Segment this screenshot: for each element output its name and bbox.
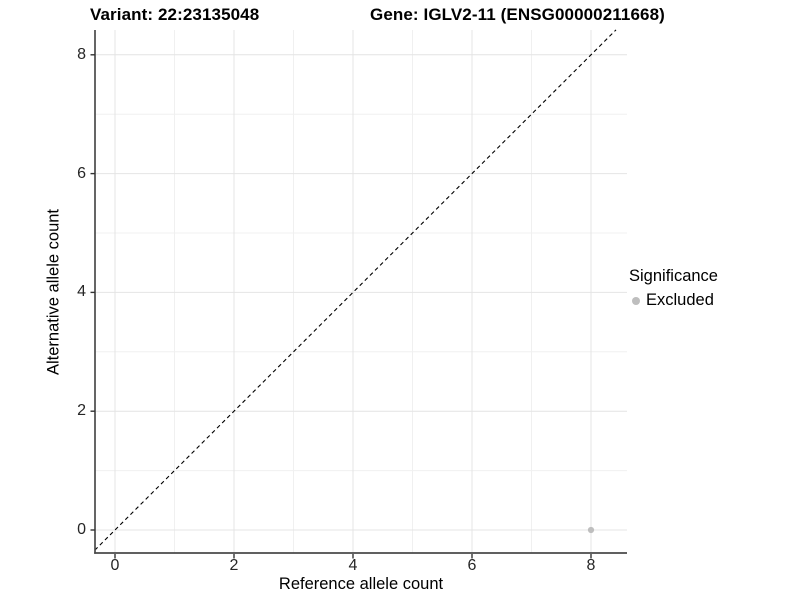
variant-title: Variant: 22:23135048 — [90, 5, 260, 24]
y-tick-label: 4 — [77, 283, 86, 300]
identity-line — [94, 29, 617, 551]
x-axis-title: Reference allele count — [278, 575, 444, 593]
x-tick-label: 6 — [467, 557, 477, 574]
y-tick-label: 6 — [77, 165, 86, 182]
y-tick-label: 0 — [77, 521, 86, 538]
legend-item-label: Excluded — [646, 291, 714, 309]
plot-canvas — [90, 29, 627, 559]
y-tick-label: 2 — [77, 402, 86, 419]
plot-panel — [95, 30, 627, 553]
y-tick-label: 8 — [77, 46, 86, 63]
gene-title: Gene: IGLV2-11 (ENSG00000211668) — [370, 5, 665, 24]
x-tick-label: 2 — [229, 557, 239, 574]
legend-item-excluded: Excluded — [629, 291, 718, 310]
y-axis-title: Alternative allele count — [44, 208, 63, 376]
legend-title: Significance — [629, 267, 718, 285]
data-point — [587, 526, 595, 534]
x-tick-label: 8 — [586, 557, 596, 574]
x-tick-label: 0 — [110, 557, 120, 574]
excluded-point-icon — [632, 296, 640, 305]
x-tick-label: 4 — [348, 557, 358, 574]
legend: Significance Excluded — [629, 267, 718, 310]
